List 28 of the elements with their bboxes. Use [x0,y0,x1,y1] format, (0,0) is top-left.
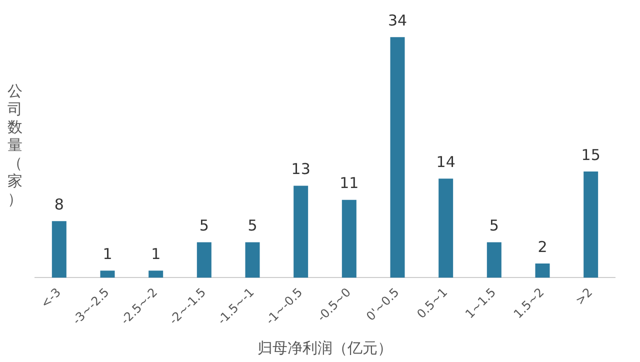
data-label: 11 [340,174,359,192]
bar [52,221,66,278]
bar [535,264,550,278]
bar [245,242,260,278]
data-label: 13 [291,160,310,178]
data-label: 5 [248,216,258,235]
data-label: 2 [538,238,548,256]
bar [390,37,405,278]
data-label: 34 [388,11,408,30]
bar [584,172,598,278]
bar [148,270,164,278]
bar [100,270,115,278]
x-tick-label: >2 [572,285,596,308]
bar [438,178,454,278]
bar [342,200,356,278]
bar [486,242,502,278]
data-label: 5 [489,216,499,235]
y-axis-title: 公司数量（家） [6,82,24,208]
data-label: 1 [102,245,112,264]
data-label: 15 [581,146,600,164]
bar [294,186,308,278]
bar [196,242,212,278]
x-tick-label: <-3 [38,285,64,311]
data-label: 8 [54,195,64,214]
x-axis-title: 归母净利润（亿元） [258,338,392,357]
data-label: 5 [199,216,209,235]
data-label: 14 [436,153,456,172]
data-label: 1 [151,245,161,264]
